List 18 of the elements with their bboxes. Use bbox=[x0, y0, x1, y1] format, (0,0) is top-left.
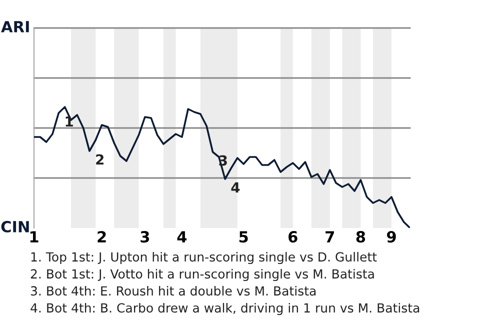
text: ARI bbox=[1, 21, 29, 32]
annotation: 1 bbox=[66, 116, 73, 127]
x-tick-label: 6 bbox=[288, 231, 298, 243]
text: CIN bbox=[1, 220, 29, 232]
text: 3. Bot 4th: E. Roush hit a double vs M. Batista bbox=[30, 286, 316, 296]
x-tick-label: 2 bbox=[98, 231, 106, 242]
x-tick-label: 3 bbox=[140, 231, 150, 243]
x-tick-label: 1 bbox=[30, 231, 38, 242]
x-tick-label: 5 bbox=[239, 231, 248, 243]
x-tick-label: 9 bbox=[386, 231, 396, 243]
annotation: 2 bbox=[96, 154, 104, 165]
x-tick-label: 4 bbox=[177, 231, 187, 242]
text: 1. Top 1st: J. Upton hit a run-scoring single vs D. Gullett bbox=[31, 252, 377, 264]
annotation: 4 bbox=[231, 182, 240, 193]
x-tick-label: 7 bbox=[326, 231, 334, 242]
x-tick-label: 8 bbox=[356, 231, 366, 243]
text: 4. Bot 4th: B. Carbo drew a walk, driving in 1 run vs M. Batista bbox=[30, 302, 420, 316]
text: 2. Bot 1st: J. Votto hit a run-scoring single vs M. Batista bbox=[30, 268, 374, 282]
